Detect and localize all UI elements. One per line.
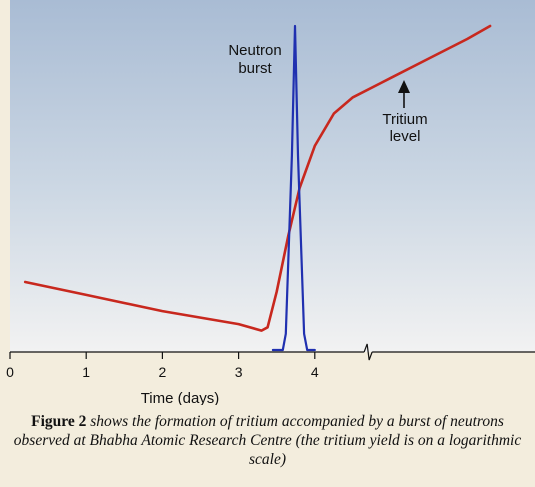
x-tick-label-4: 4: [311, 364, 319, 380]
x-axis-label: Time (days): [141, 390, 220, 405]
chart: 0 1 2 3 4 Neutron burst Tritium level Time (day…: [6, 0, 535, 405]
tritium-level-line: [23, 24, 492, 332]
series-layer: [23, 24, 492, 352]
axis-break-mark: [363, 343, 373, 361]
x-tick-label-3: 3: [235, 364, 243, 380]
plot-background: [10, 0, 535, 352]
caption-text: shows the formation of tritium accompani…: [13, 413, 522, 468]
annotation-tritium-level: Tritium level: [382, 111, 427, 145]
neutron-burst-line: [271, 24, 316, 352]
figure-caption: Figure 2 shows the formation of tritium …: [6, 412, 529, 469]
figure-label: Figure 2: [31, 413, 87, 430]
x-tick-label-2: 2: [159, 364, 167, 380]
x-tick-label-1: 1: [82, 364, 90, 380]
annotation-layer: Neutron burst Tritium level: [228, 42, 427, 145]
tritium-arrow-head: [398, 80, 410, 93]
annotation-neutron-burst: Neutron burst: [228, 42, 281, 77]
x-tick-label-0: 0: [6, 364, 14, 380]
axis-layer: 0 1 2 3 4: [6, 343, 535, 380]
